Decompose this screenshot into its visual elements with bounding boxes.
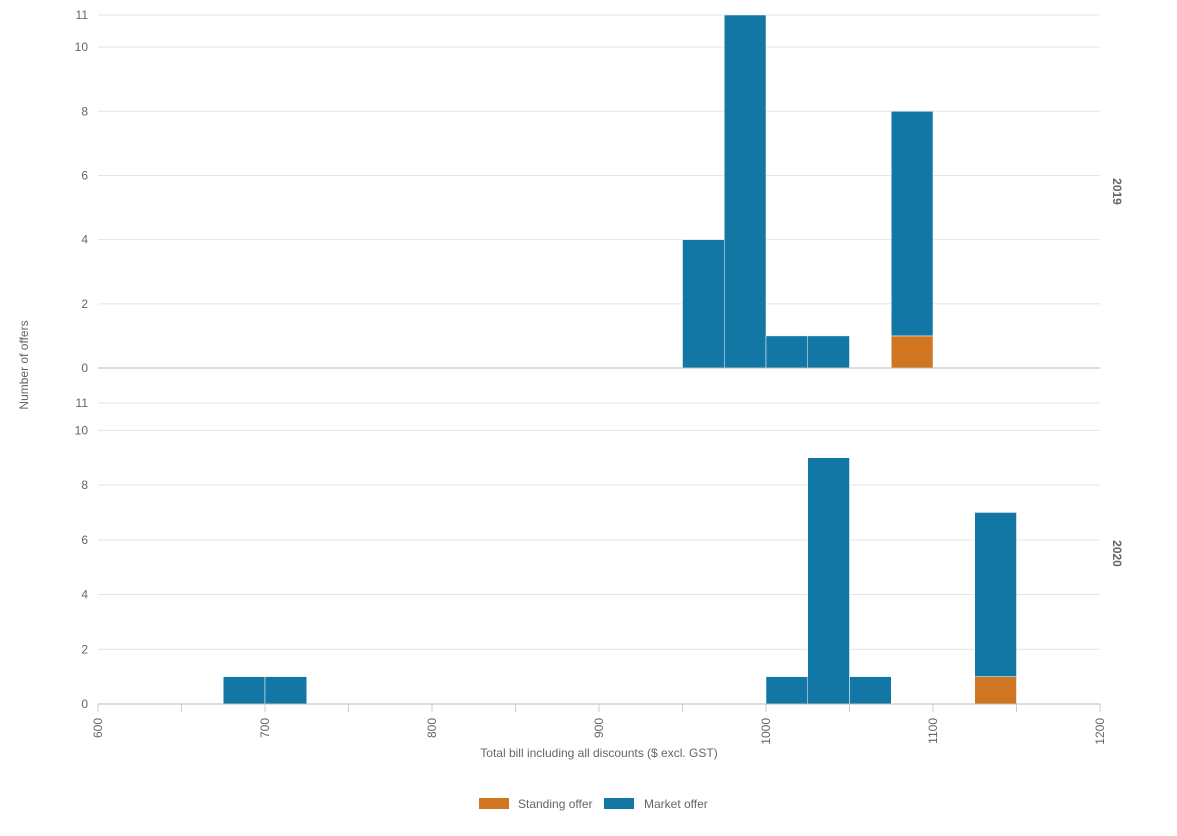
y-axis-title: Number of offers: [17, 320, 31, 409]
legend-label-standing: Standing offer: [518, 797, 593, 811]
legend-label-market: Market offer: [644, 797, 708, 811]
y-tick-label: 11: [76, 8, 89, 22]
x-axis-title: Total bill including all discounts ($ ex…: [480, 746, 717, 760]
y-tick-label: 2: [81, 297, 88, 311]
bar-market-offer: [807, 457, 850, 705]
x-tick-label: 600: [91, 718, 105, 738]
y-tick-label: 0: [81, 361, 88, 375]
bar-market-offer: [264, 676, 307, 705]
bar-market-offer: [765, 676, 808, 705]
bar-standing-offer: [974, 676, 1017, 705]
bar-market-offer: [223, 676, 266, 705]
y-tick-label: 4: [81, 588, 88, 602]
legend-swatch-market: [604, 798, 634, 809]
y-tick-label: 0: [81, 697, 88, 711]
y-tick-label: 8: [81, 478, 88, 492]
x-tick-label: 900: [592, 718, 606, 738]
y-tick-label: 10: [75, 423, 89, 437]
facet-label: 2020: [1110, 540, 1124, 567]
x-tick-label: 700: [258, 718, 272, 738]
y-tick-label: 6: [81, 533, 88, 547]
x-tick-label: 1200: [1093, 718, 1107, 745]
legend-swatch-standing: [479, 798, 509, 809]
x-tick-label: 1100: [926, 718, 940, 744]
y-tick-label: 10: [75, 40, 89, 54]
bar-market-offer: [682, 239, 725, 369]
bar-market-offer: [807, 335, 850, 369]
bar-market-offer: [765, 335, 808, 369]
x-tick-label: 800: [425, 718, 439, 738]
y-tick-label: 8: [81, 104, 88, 118]
y-tick-label: 11: [76, 396, 89, 410]
bar-market-offer: [891, 111, 934, 337]
bar-market-offer: [849, 676, 892, 705]
y-tick-label: 6: [81, 168, 88, 182]
x-tick-label: 1000: [759, 718, 773, 745]
y-tick-label: 2: [81, 642, 88, 656]
facet-label: 2019: [1110, 178, 1124, 205]
bar-standing-offer: [891, 335, 934, 369]
bar-market-offer: [724, 14, 767, 369]
y-tick-label: 4: [81, 233, 88, 247]
bar-market-offer: [974, 512, 1017, 677]
